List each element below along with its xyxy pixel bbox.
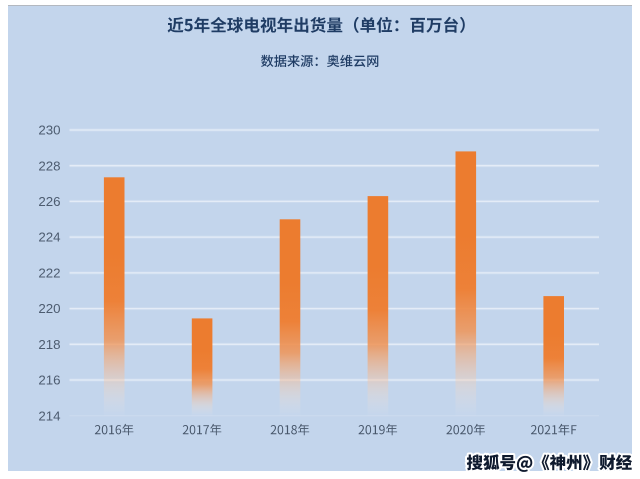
- svg-text:214: 214: [38, 408, 60, 423]
- svg-text:230: 230: [38, 123, 60, 138]
- svg-text:226: 226: [38, 194, 60, 209]
- svg-text:218: 218: [38, 337, 60, 352]
- svg-text:228: 228: [38, 158, 60, 173]
- svg-text:216: 216: [38, 373, 60, 388]
- svg-text:224: 224: [38, 230, 60, 245]
- svg-text:222: 222: [38, 266, 60, 281]
- svg-text:220: 220: [38, 301, 60, 316]
